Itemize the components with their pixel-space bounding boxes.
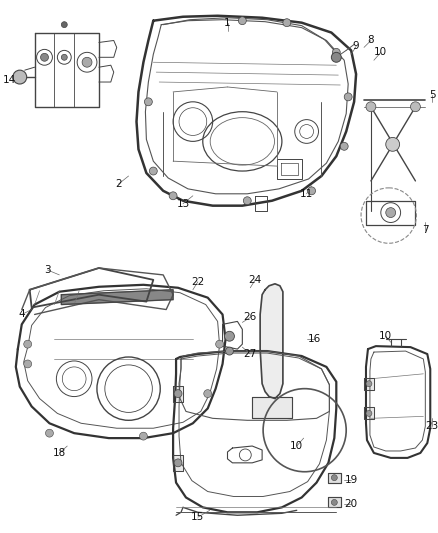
Text: 24: 24 [249,275,262,285]
Circle shape [226,347,233,355]
Text: 7: 7 [422,225,429,236]
Circle shape [340,142,348,150]
Circle shape [410,102,420,112]
Polygon shape [260,284,283,399]
Circle shape [366,410,372,416]
Circle shape [386,208,396,217]
Circle shape [61,22,67,28]
Text: 16: 16 [308,334,321,344]
Circle shape [24,340,32,348]
Circle shape [366,102,376,112]
Text: 14: 14 [3,75,17,85]
Text: 5: 5 [429,90,435,100]
Circle shape [244,197,251,205]
Text: 13: 13 [177,199,190,209]
Circle shape [332,52,341,62]
Polygon shape [173,455,183,471]
Text: 4: 4 [18,310,25,319]
Circle shape [215,340,223,348]
Circle shape [61,54,67,60]
Polygon shape [61,290,173,304]
Text: 19: 19 [345,475,358,484]
Polygon shape [328,473,341,482]
Circle shape [283,19,291,27]
Text: 8: 8 [367,36,374,45]
Text: 11: 11 [300,189,313,199]
Text: 26: 26 [244,312,257,322]
Polygon shape [364,378,374,390]
Circle shape [169,192,177,200]
Circle shape [13,70,27,84]
Circle shape [238,17,246,25]
Text: 23: 23 [426,421,438,431]
Circle shape [139,432,147,440]
Polygon shape [173,386,183,401]
Circle shape [332,49,340,56]
Circle shape [149,167,157,175]
Circle shape [225,332,234,341]
Circle shape [307,187,315,195]
Circle shape [344,93,352,101]
Circle shape [386,138,399,151]
Text: 20: 20 [345,499,358,510]
Circle shape [332,475,337,481]
Text: 1: 1 [224,18,231,28]
Circle shape [174,459,182,467]
Circle shape [145,98,152,106]
Circle shape [46,429,53,437]
Text: 27: 27 [244,349,257,359]
Circle shape [366,381,372,386]
Text: 9: 9 [353,42,360,51]
Circle shape [174,390,182,398]
Circle shape [82,58,92,67]
Text: 22: 22 [191,277,205,287]
Text: 10: 10 [379,331,392,341]
Polygon shape [328,497,341,507]
Polygon shape [252,397,292,418]
Circle shape [332,499,337,505]
Polygon shape [364,407,374,419]
Text: 2: 2 [115,179,122,189]
Circle shape [24,360,32,368]
Circle shape [41,53,49,61]
Text: 15: 15 [191,512,205,522]
Text: 18: 18 [53,448,66,458]
Text: 10: 10 [290,441,303,451]
Circle shape [204,390,212,398]
Text: 3: 3 [44,265,51,275]
Text: 10: 10 [374,47,387,58]
